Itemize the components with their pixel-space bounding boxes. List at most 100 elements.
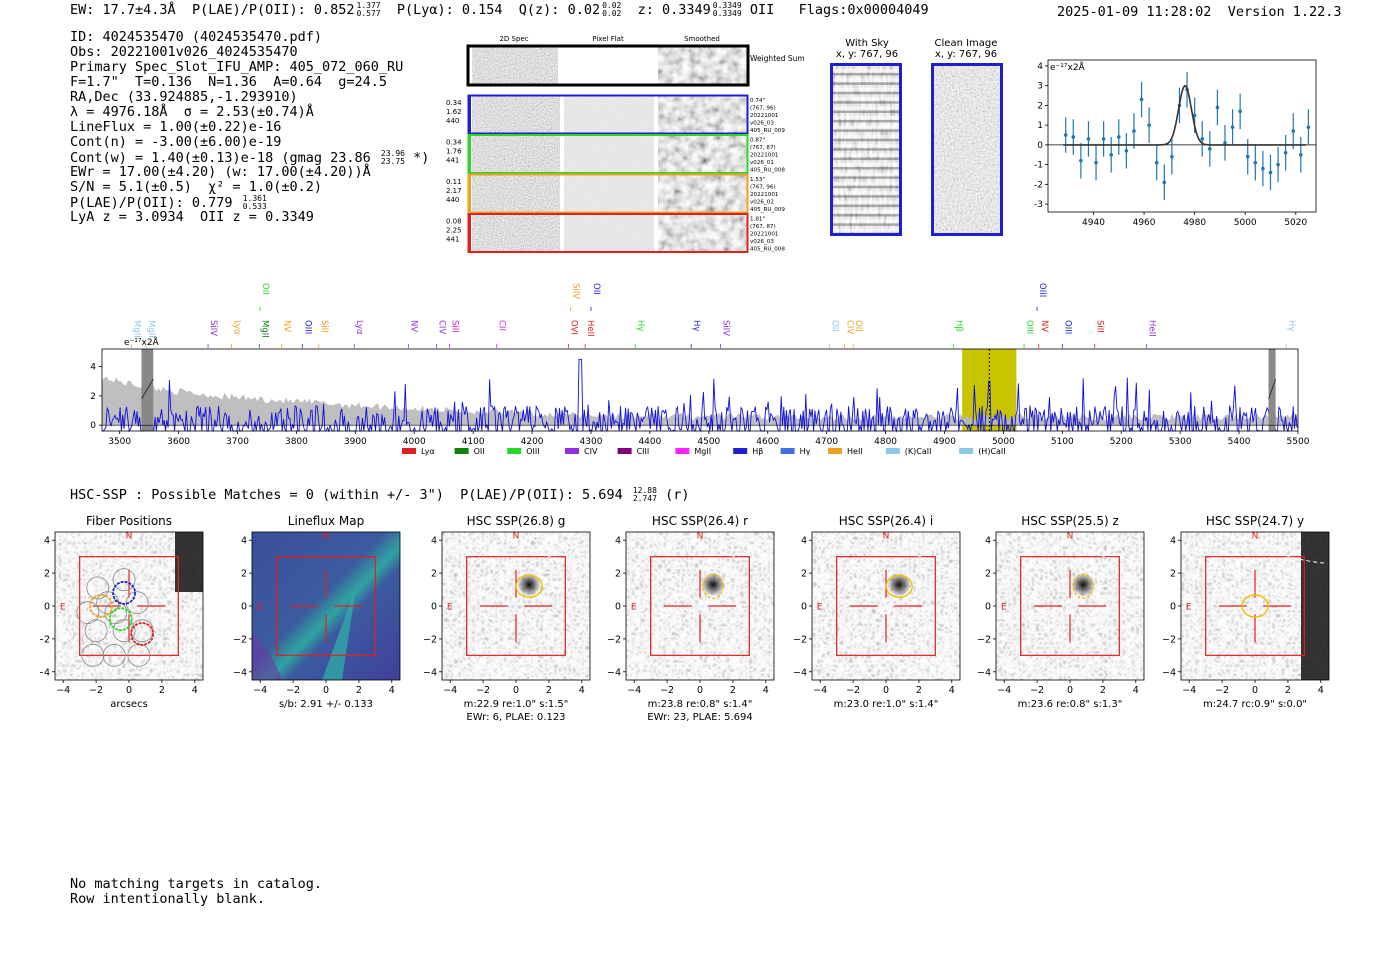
sky-line [832,172,900,176]
qz-lo: 0.02 [602,9,622,18]
hsc-panel: Lineflux Map N E −4 −2 0 2 4 4 2 0 −2 −4 s/b: 2.91 +/… [233,514,401,710]
zoom-fit-line [1063,84,1306,146]
info-params: F=1.7" T=0.136 N=1.36 A=0.64 g=24.5 [70,74,387,90]
spec-line-label: SiII [1095,320,1105,333]
hsc-ytick-label: 0 [241,602,247,613]
lineflux-ridge [322,587,356,680]
cutout-left-value: 441 [446,157,459,165]
sky-line [832,181,900,185]
spec-flux-line [102,358,1298,433]
weighted-sum-row: Weighted Sum [466,44,805,87]
spec-line-label: CIV [437,320,447,334]
plae-header-lo: 0.577 [356,9,381,18]
cutout-right-value: 20221001 [750,232,779,238]
col-label-smooth: Smoothed [684,35,720,43]
z-lo: 0.3349 [712,9,742,18]
sky-line [832,200,900,204]
aperture-box [276,556,376,656]
legend-swatch [733,448,748,454]
zoom-ytick-label: 4 [1037,62,1043,72]
spec-xtick-label: 5400 [1228,437,1251,447]
hsc-ytick-label: 2 [985,569,991,580]
with-sky-image [830,63,902,236]
legend-label: CIV [584,447,598,456]
zoom-xtick-label: 5000 [1234,218,1257,228]
hsc-ytick-label: −2 [793,634,807,645]
sky-dark-line [832,195,900,198]
hsc-ytick-label: −4 [423,667,437,678]
weighted-frame [466,44,750,87]
legend-label: CIII [637,447,650,456]
datetime: 2025-01-09 11:28:02 [1057,4,1212,20]
hsc-panel-title: HSC SSP(26.4) r [652,514,748,528]
spec-ytick-label: 0 [90,421,96,431]
zoom-point [1079,158,1083,163]
hsc-xtick-label: 2 [916,685,922,696]
cutout-gap [560,96,564,133]
zoom-point [1139,97,1144,102]
spec-xtick-label: 5000 [992,437,1015,447]
hsc-image [996,532,1144,680]
sky-line [832,228,900,232]
hsc-xtick-label: 0 [1067,685,1073,696]
sky-dark-line [832,185,900,189]
legend-swatch [828,448,842,454]
legend-swatch [402,448,416,454]
col-label-2d: 2D Spec [499,35,528,43]
hsc-caption: arcsecs [110,699,148,710]
zoom-point [1147,123,1151,127]
hsc-xtick-label: 4 [1318,685,1324,696]
fiber-circle [84,619,108,643]
cutout-right-value: 0.87" [750,138,765,144]
zoom-point [1253,160,1258,165]
weighted-flat [558,47,658,84]
zoom-point [1101,137,1106,141]
info-plae-lo: 0.533 [242,202,267,211]
hsc-ytick-label: 4 [241,536,247,547]
spec-xtick-label: 4500 [697,437,720,447]
spec-masked-hatch [141,378,154,400]
zoom-point [1094,160,1098,165]
spec-line-label: SiII [450,320,460,333]
zoom-point [1063,133,1068,137]
zoom-ytick-label: -1 [1034,161,1043,171]
zoom-ytick-label: -2 [1034,180,1043,190]
zoom-point [1208,147,1212,151]
fiber-circle [102,643,126,667]
spec-xtick-label: 3900 [344,437,367,447]
fiber-circle [81,643,105,667]
z-value: z: 0.3349 [637,2,711,18]
hsc-ytick-label: −4 [607,667,621,678]
info-contw: Cont(w) = 1.40(±0.13)e-18 (gmag 23.86 [70,150,371,166]
info-obs: Obs: 20221001v026_4024535470 [70,44,298,60]
hsc-title: HSC-SSP : Possible Matches = 0 (within +… [70,487,444,503]
cutout-gap [560,175,564,212]
zoom-point [1291,129,1296,133]
hsc-ytick-label: −4 [233,667,247,678]
info-lineflux: LineFlux = 1.00(±0.22)e-16 [70,119,282,135]
legend-swatch [454,448,469,454]
clean-image [931,63,1003,236]
spec-xtick-label: 5200 [1110,437,1133,447]
spec-line-label: MgII [131,320,141,338]
cutout-right-value: 405_RU_009 [750,207,785,213]
hsc-ytick-label: 4 [985,536,991,547]
footer-line-2: Row intentionally blank. [70,891,266,907]
bright-source [1301,532,1329,680]
hsc-image [812,532,960,680]
info-contn: Cont(n) = -3.00(±6.00)e-19 [70,134,282,150]
zoom-point [1170,154,1174,159]
source-blob [887,572,912,597]
hsc-panel-title: HSC SSP(24.7) y [1206,514,1304,528]
hsc-caption: m:23.6 re:0.8" s:1.3" [1018,699,1123,710]
cutout-gap [654,175,658,212]
north-label: N [697,532,704,542]
hsc-image [626,532,774,680]
hsc-plae-hi: 12.88 [632,486,657,495]
hsc-xtick-label: 0 [1252,685,1258,696]
hsc-xtick-label: 4 [389,685,395,696]
hsc-xtick-label: 0 [883,685,889,696]
sky-dark-line [832,157,900,161]
sky-dark-line [832,91,900,95]
